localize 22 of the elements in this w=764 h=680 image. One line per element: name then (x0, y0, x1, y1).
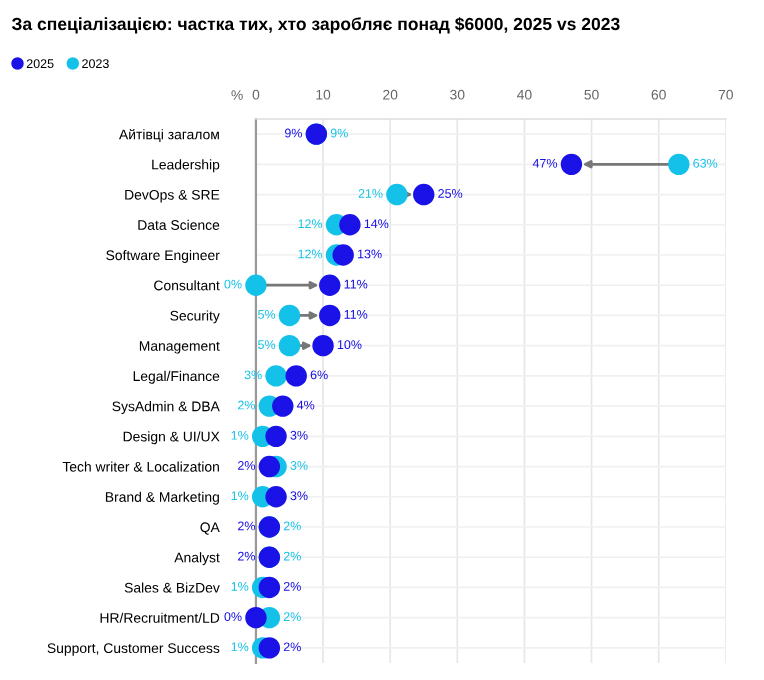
point (258, 637, 281, 659)
point (332, 244, 354, 266)
point (258, 455, 281, 478)
point (386, 183, 408, 206)
point (319, 274, 341, 296)
point (265, 425, 287, 448)
point (312, 334, 334, 357)
point (285, 365, 307, 387)
point (668, 153, 690, 176)
point (265, 365, 287, 387)
point (245, 274, 267, 296)
point (319, 304, 341, 327)
point (272, 395, 294, 417)
chart-title: За спеціалізацією: частка тих, хто заробляє понад $6000, 2025 vs 2023 (11, 17, 620, 34)
point (560, 153, 583, 176)
point (258, 576, 281, 599)
point (339, 214, 361, 236)
point (278, 334, 301, 357)
point (278, 304, 301, 327)
point (245, 606, 267, 629)
point (413, 183, 435, 206)
point (265, 486, 287, 508)
